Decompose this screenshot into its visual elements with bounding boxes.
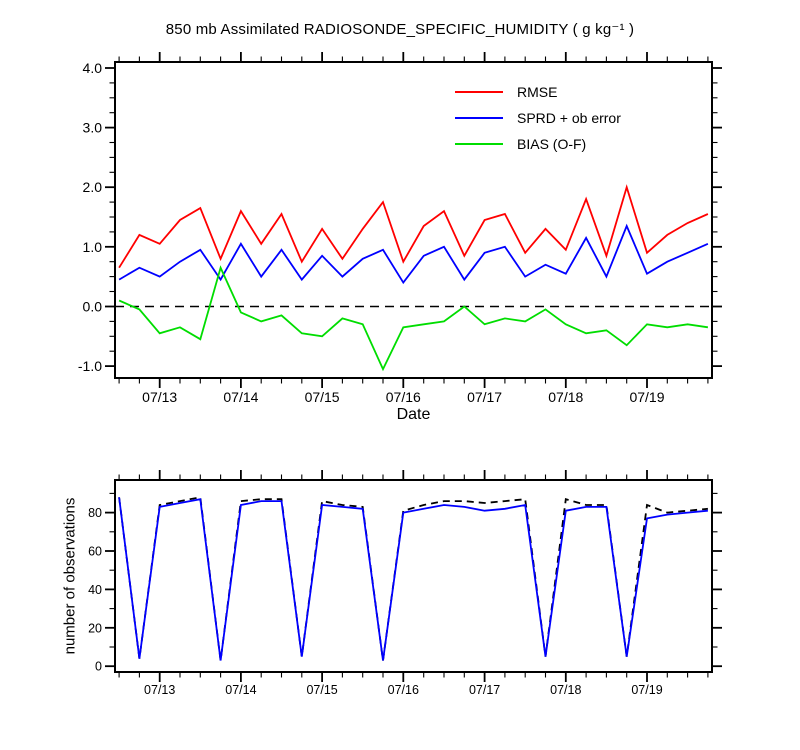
legend-swatch (455, 90, 503, 94)
series-line-black-dashed (118, 496, 708, 661)
legend-item-rmse: RMSE (455, 84, 621, 100)
legend-label: BIAS (O-F) (517, 136, 587, 152)
y-tick-label: 40 (88, 583, 102, 597)
y-tick-label: 60 (88, 545, 102, 559)
x-tick-label: 07/16 (388, 683, 419, 697)
x-tick-label: 07/15 (305, 389, 340, 405)
x-tick-label: 07/14 (225, 683, 256, 697)
y-tick-label: 20 (88, 621, 102, 635)
legend-item-sprd-ob-error: SPRD + ob error (455, 110, 621, 126)
y-tick-label: 2.0 (83, 179, 103, 195)
y-tick-label: 4.0 (83, 60, 103, 76)
legend-swatch (455, 142, 503, 146)
y-tick-label: 3.0 (83, 120, 103, 136)
x-tick-label: 07/15 (306, 683, 337, 697)
plot-frame (114, 61, 713, 379)
x-tick-label: 07/14 (223, 389, 258, 405)
x-tick-label: 07/13 (142, 389, 177, 405)
series-line-sprd-ob-error (118, 223, 709, 285)
y-tick-label: 0 (95, 660, 102, 674)
chart-title: 850 mb Assimilated RADIOSONDE_SPECIFIC_H… (165, 21, 635, 38)
plot-frame (114, 479, 713, 673)
y-tick-label: -1.0 (78, 358, 102, 374)
legend-item-bias-o-f: BIAS (O-F) (455, 136, 621, 152)
series-line-rmse (118, 184, 709, 269)
legend-swatch (455, 116, 503, 120)
x-tick-label: 07/18 (550, 683, 581, 697)
y-tick-label: 1.0 (83, 239, 103, 255)
x-tick-label: 07/18 (548, 389, 583, 405)
legend-label: RMSE (517, 84, 558, 100)
x-tick-label: 07/13 (144, 683, 175, 697)
y-axis-label-observations: number of observations (61, 497, 79, 655)
x-tick-label: 07/19 (631, 683, 662, 697)
x-tick-label: 07/16 (386, 389, 421, 405)
y-tick-label: 80 (88, 506, 102, 520)
legend: RMSE SPRD + ob error BIAS (O-F) (455, 84, 621, 152)
legend-label: SPRD + ob error (517, 110, 621, 126)
x-tick-label: 07/19 (629, 389, 664, 405)
x-tick-label: 07/17 (467, 389, 502, 405)
x-axis-label-date: Date (396, 406, 431, 423)
y-tick-label: 0.0 (83, 299, 103, 315)
x-tick-label: 07/17 (469, 683, 500, 697)
series-line-bias-o-f (118, 265, 709, 372)
series-line-blue-solid (118, 497, 708, 661)
